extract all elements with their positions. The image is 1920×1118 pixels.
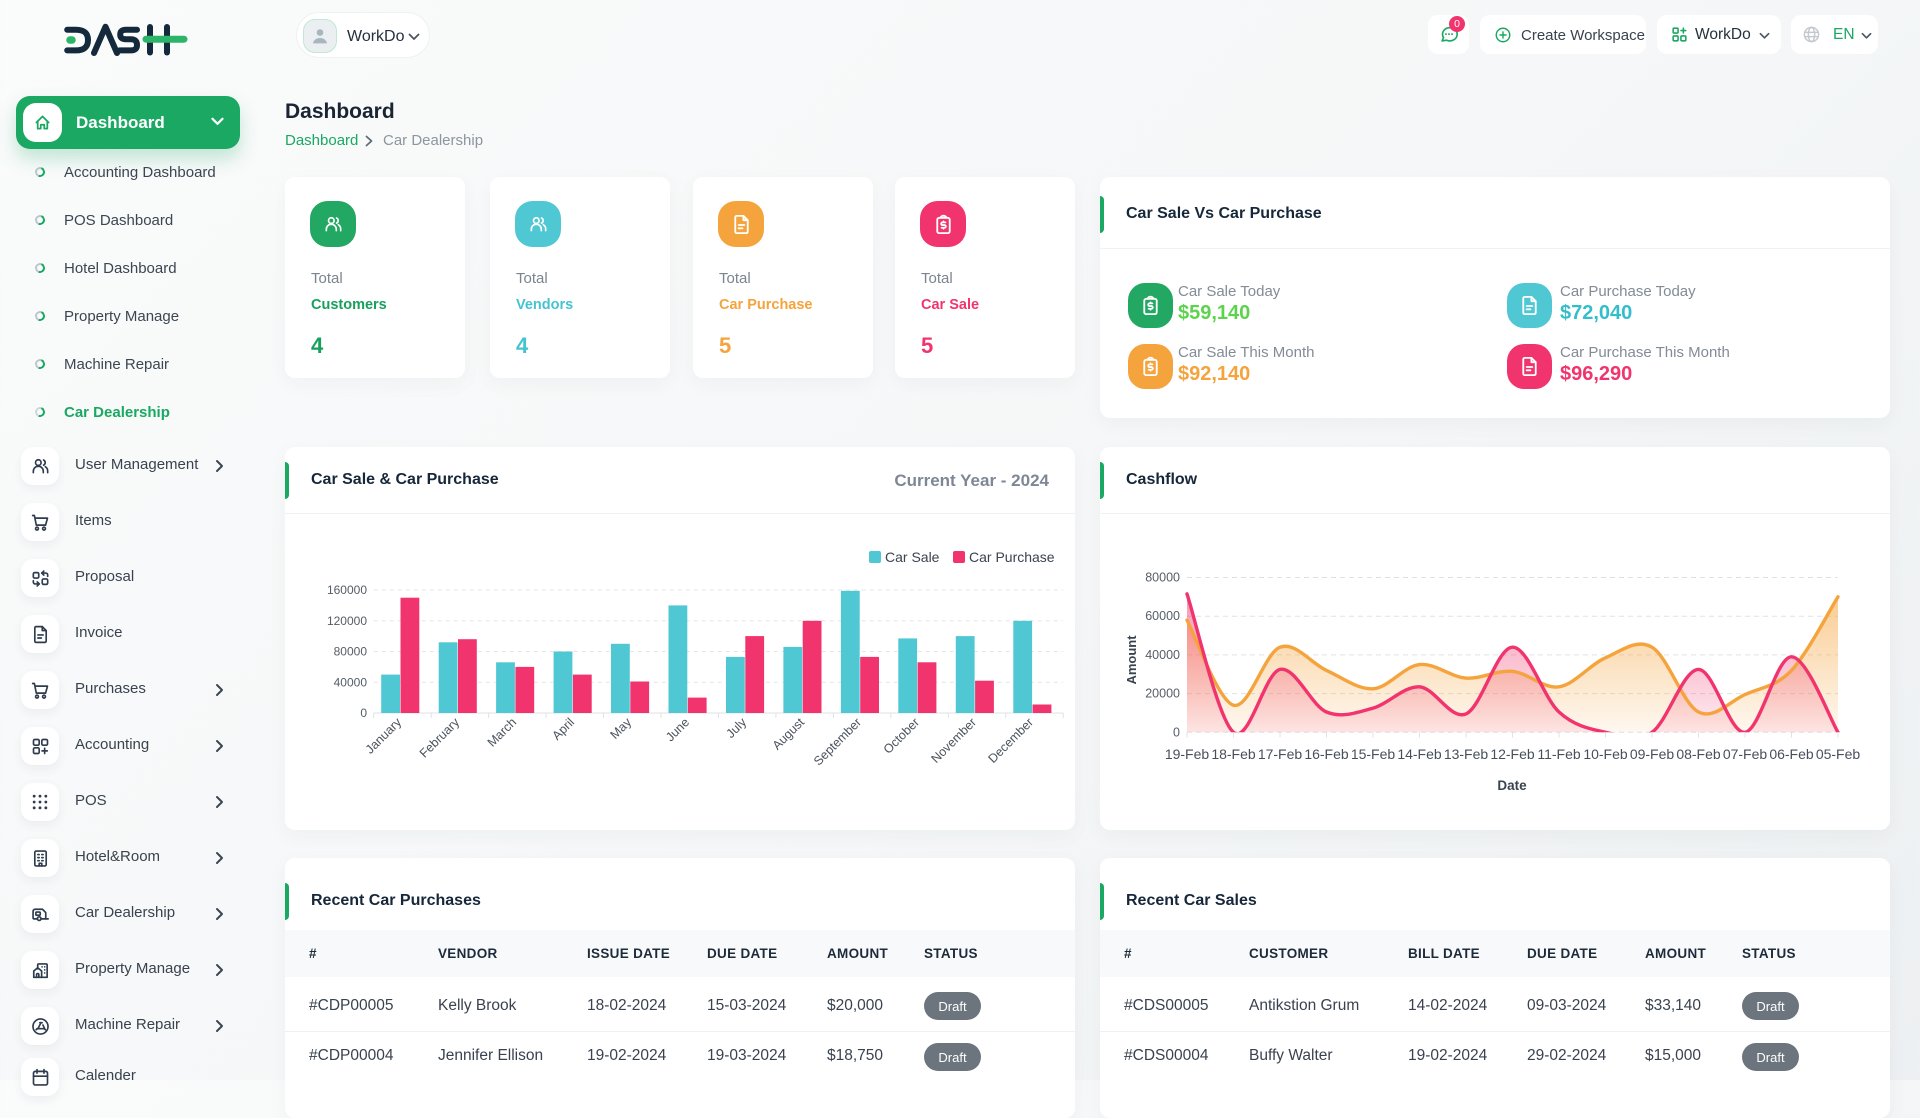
svg-text:18-Feb: 18-Feb <box>1211 746 1256 762</box>
svg-text:160000: 160000 <box>327 583 367 597</box>
svg-text:May: May <box>608 715 635 742</box>
svg-text:August: August <box>770 715 808 753</box>
svg-text:08-Feb: 08-Feb <box>1676 746 1721 762</box>
svg-text:0: 0 <box>360 706 367 720</box>
svg-text:13-Feb: 13-Feb <box>1444 746 1489 762</box>
svg-text:06-Feb: 06-Feb <box>1769 746 1814 762</box>
svg-text:12-Feb: 12-Feb <box>1490 746 1535 762</box>
svg-text:15-Feb: 15-Feb <box>1351 746 1396 762</box>
svg-text:60000: 60000 <box>1145 609 1180 623</box>
svg-text:Car Sale: Car Sale <box>885 549 940 565</box>
svg-text:December: December <box>985 715 1036 766</box>
svg-text:April: April <box>550 715 578 743</box>
svg-text:14-Feb: 14-Feb <box>1397 746 1442 762</box>
svg-text:September: September <box>811 715 864 768</box>
svg-text:January: January <box>363 715 405 757</box>
svg-text:16-Feb: 16-Feb <box>1304 746 1349 762</box>
svg-text:October: October <box>881 715 922 756</box>
svg-text:June: June <box>663 715 692 744</box>
svg-text:March: March <box>485 715 519 749</box>
svg-text:Car Purchase: Car Purchase <box>969 549 1055 565</box>
svg-text:80000: 80000 <box>334 645 368 659</box>
svg-text:February: February <box>417 715 463 761</box>
svg-text:July: July <box>723 715 749 741</box>
svg-text:120000: 120000 <box>327 614 367 628</box>
svg-text:19-Feb: 19-Feb <box>1165 746 1210 762</box>
svg-text:Date: Date <box>1497 778 1527 793</box>
svg-text:11-Feb: 11-Feb <box>1537 746 1581 762</box>
svg-text:05-Feb: 05-Feb <box>1816 746 1861 762</box>
svg-text:November: November <box>928 715 979 766</box>
svg-text:80000: 80000 <box>1145 571 1180 585</box>
svg-text:10-Feb: 10-Feb <box>1583 746 1628 762</box>
svg-text:Amount: Amount <box>1124 635 1139 685</box>
svg-text:40000: 40000 <box>334 675 368 689</box>
svg-text:20000: 20000 <box>1145 687 1180 701</box>
svg-text:0: 0 <box>1173 725 1180 739</box>
svg-text:07-Feb: 07-Feb <box>1723 746 1768 762</box>
svg-text:09-Feb: 09-Feb <box>1630 746 1675 762</box>
svg-text:17-Feb: 17-Feb <box>1258 746 1303 762</box>
svg-text:40000: 40000 <box>1145 648 1180 662</box>
